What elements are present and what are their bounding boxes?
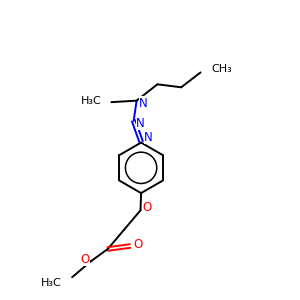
Text: H₃C: H₃C	[41, 278, 62, 288]
Text: O: O	[133, 238, 142, 251]
Text: H₃C: H₃C	[81, 96, 102, 106]
Text: N: N	[136, 117, 145, 130]
Text: CH₃: CH₃	[212, 64, 232, 74]
Text: N: N	[139, 97, 148, 110]
Text: O: O	[80, 253, 89, 266]
Text: O: O	[142, 202, 152, 214]
Text: N: N	[144, 131, 153, 144]
